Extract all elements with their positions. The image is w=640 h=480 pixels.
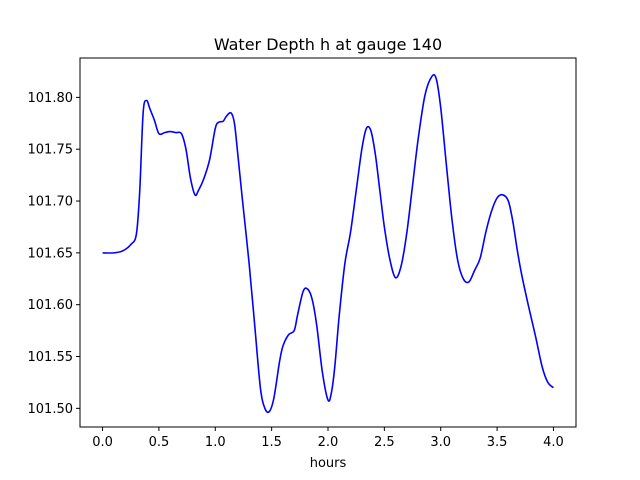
plot-frame xyxy=(79,57,577,428)
x-tick-label: 0.5 xyxy=(149,435,170,450)
x-tick-label: 1.0 xyxy=(205,435,226,450)
y-tick-label: 101.75 xyxy=(28,143,74,158)
y-tick-label: 101.55 xyxy=(28,350,74,365)
x-tick-label: 0.0 xyxy=(92,435,113,450)
y-tick-label: 101.65 xyxy=(28,246,74,261)
x-tick-label: 3.0 xyxy=(430,435,451,450)
chart-title: Water Depth h at gauge 140 xyxy=(214,35,442,54)
y-axis: 101.50 101.55 101.60 101.65 101.70 101.75 101.… xyxy=(28,91,80,417)
x-tick-label: 2.0 xyxy=(318,435,339,450)
y-tick-label: 101.70 xyxy=(28,195,74,210)
series-layer xyxy=(102,73,554,414)
y-tick-label: 101.50 xyxy=(28,402,74,417)
x-axis-label: hours xyxy=(310,456,347,471)
y-tick-label: 101.60 xyxy=(28,298,74,313)
x-tick-label: 1.5 xyxy=(261,435,282,450)
x-tick-label: 4.0 xyxy=(543,435,564,450)
x-tick-label: 2.5 xyxy=(374,435,395,450)
x-axis: 0.0 0.5 1.0 1.5 2.0 2.5 3.0 3.5 4.0 xyxy=(92,427,564,450)
x-tick-label: 3.5 xyxy=(487,435,508,450)
series-line xyxy=(102,73,554,414)
y-tick-label: 101.80 xyxy=(28,91,74,106)
